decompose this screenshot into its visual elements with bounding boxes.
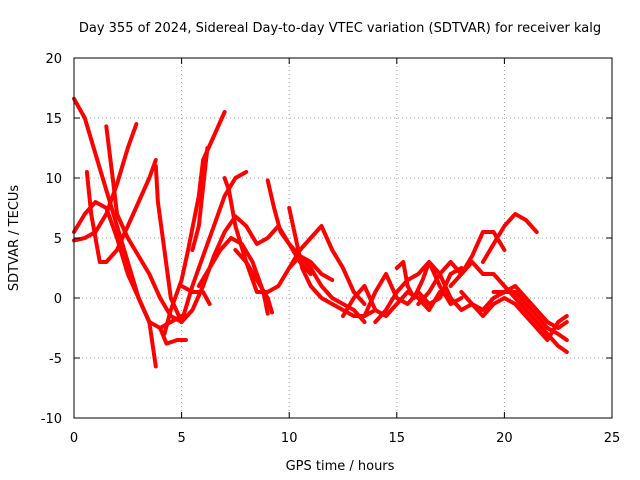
- x-tick-label: 0: [70, 431, 78, 446]
- x-tick-label: 10: [281, 431, 298, 446]
- series-line-sat13: [233, 248, 274, 315]
- chart-title: Day 355 of 2024, Sidereal Day-to-day VTE…: [79, 21, 601, 36]
- series-line-sat16: [287, 224, 367, 306]
- y-tick-label: 10: [45, 172, 62, 187]
- y-tick-label: -5: [49, 352, 62, 367]
- x-axis-label: GPS time / hours: [286, 459, 395, 474]
- series-line-sat14: [265, 178, 302, 258]
- series-line-sat26: [502, 290, 569, 342]
- y-tick-label: -10: [41, 412, 62, 427]
- series-line-sat17: [298, 254, 367, 324]
- series-line-sat2: [72, 200, 158, 369]
- data-traces: [72, 96, 569, 369]
- series-line-sat27: [491, 284, 569, 330]
- series-line-sat7: [158, 326, 188, 346]
- series-line-sat24: [459, 290, 569, 342]
- y-tick-label: 5: [54, 232, 62, 247]
- axis-ticks: [73, 57, 613, 419]
- series-line-sat25: [480, 212, 539, 264]
- x-tick-labels: 0 5 10 15 20 25: [70, 431, 620, 446]
- series-line-sat5: [84, 158, 158, 264]
- x-tick-label: 15: [389, 431, 406, 446]
- series-line-sat4: [104, 124, 313, 324]
- series-line-sat1: [72, 96, 184, 330]
- series-line-sat8: [162, 110, 227, 336]
- x-tick-label: 25: [604, 431, 621, 446]
- series-line-sat21: [394, 260, 464, 306]
- series-line-sat11: [222, 176, 335, 294]
- x-tick-label: 20: [496, 431, 513, 446]
- y-tick-label: 0: [54, 292, 62, 307]
- y-tick-labels: -10 -5 0 5 10 15 20: [41, 52, 62, 427]
- series-line-sat3: [72, 122, 139, 243]
- y-tick-label: 20: [45, 52, 62, 67]
- series-line-sat10: [179, 284, 212, 306]
- y-tick-label: 15: [45, 112, 62, 127]
- x-tick-label: 5: [177, 431, 185, 446]
- series-line-sat9: [190, 146, 210, 252]
- y-axis-label: SDTVAR / TECUs: [7, 185, 22, 292]
